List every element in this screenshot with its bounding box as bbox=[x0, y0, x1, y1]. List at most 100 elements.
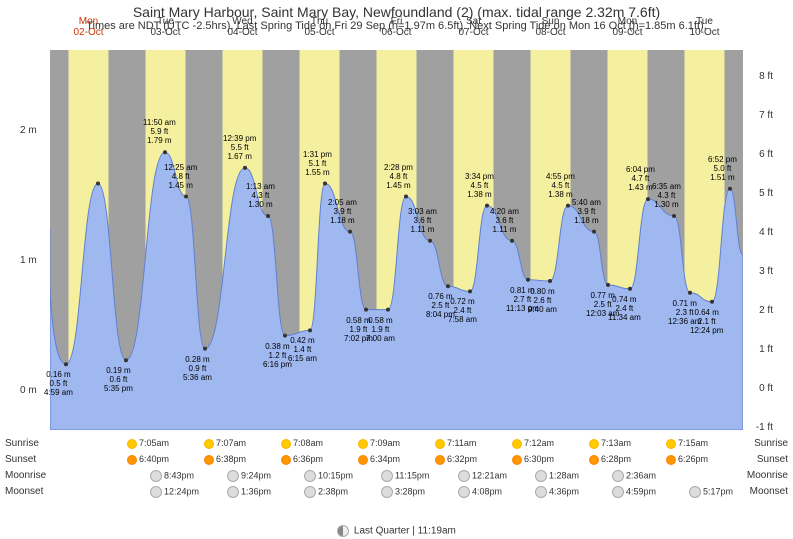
sunrise-time: 7:11am bbox=[435, 438, 476, 449]
sunset-time-icon bbox=[204, 455, 214, 465]
day-header: Wed04-Oct bbox=[204, 16, 281, 38]
sunset-time-icon bbox=[358, 455, 368, 465]
sunset-time: 6:34pm bbox=[358, 454, 400, 465]
y-axis-left-tick: 0 m bbox=[20, 385, 37, 396]
moonrise-icon bbox=[535, 470, 547, 482]
sunset-time: 6:32pm bbox=[435, 454, 477, 465]
tide-curve-svg bbox=[50, 50, 743, 430]
moonset-time: 4:36pm bbox=[535, 486, 579, 498]
sunrise-time-icon bbox=[204, 439, 214, 449]
tide-annotation: 2:05 am3.9 ft1.18 m bbox=[328, 198, 357, 225]
day-header: Thu05-Oct bbox=[281, 16, 358, 38]
tide-annotation: 1:31 pm5.1 ft1.55 m bbox=[303, 150, 332, 177]
sunrise-time-icon bbox=[435, 439, 445, 449]
sunrise-time: 7:12am bbox=[512, 438, 554, 449]
moonset-time: 4:59pm bbox=[612, 486, 656, 498]
moonset-icon bbox=[689, 486, 701, 498]
moonset-icon bbox=[227, 486, 239, 498]
y-axis-right-tick: -1 ft bbox=[756, 422, 773, 433]
day-header: Fri06-Oct bbox=[358, 16, 435, 38]
moonrise-time: 12:21am bbox=[458, 470, 507, 482]
moonrise-label-right: Moonrise bbox=[747, 470, 788, 481]
sunset-label-left: Sunset bbox=[5, 454, 36, 465]
sunrise-label-left: Sunrise bbox=[5, 438, 39, 449]
moonrise-icon bbox=[381, 470, 393, 482]
sunset-time: 6:30pm bbox=[512, 454, 554, 465]
moonrise-icon bbox=[458, 470, 470, 482]
moonset-label-right: Moonset bbox=[750, 486, 788, 497]
y-axis-right-tick: 3 ft bbox=[759, 266, 773, 277]
sunrise-time-icon bbox=[589, 439, 599, 449]
tide-annotation: 6:35 am4.3 ft1.30 m bbox=[652, 182, 681, 209]
moonset-icon bbox=[458, 486, 470, 498]
moonrise-icon bbox=[227, 470, 239, 482]
y-axis-right-tick: 8 ft bbox=[759, 71, 773, 82]
sunset-time: 6:38pm bbox=[204, 454, 246, 465]
tide-annotation: 0.42 m1.4 ft6:15 am bbox=[288, 336, 317, 363]
tide-annotation: 0.72 m2.4 ft7:58 am bbox=[448, 297, 477, 324]
tide-annotation: 6:04 pm4.7 ft1.43 m bbox=[626, 165, 655, 192]
y-axis-right-tick: 4 ft bbox=[759, 227, 773, 238]
moonset-time: 2:38pm bbox=[304, 486, 348, 498]
sunrise-time: 7:08am bbox=[281, 438, 323, 449]
day-header: Sun08-Oct bbox=[512, 16, 589, 38]
moonset-time: 1:36pm bbox=[227, 486, 271, 498]
day-header: Tue03-Oct bbox=[127, 16, 204, 38]
moonset-time: 4:08pm bbox=[458, 486, 502, 498]
sunset-time-icon bbox=[127, 455, 137, 465]
sunset-time: 6:36pm bbox=[281, 454, 323, 465]
sunset-time: 6:28pm bbox=[589, 454, 631, 465]
y-axis-right-tick: 6 ft bbox=[759, 149, 773, 160]
moonset-time: 5:17pm bbox=[689, 486, 733, 498]
moonrise-time: 2:36am bbox=[612, 470, 656, 482]
tide-annotation: 3:34 pm4.5 ft1.38 m bbox=[465, 172, 494, 199]
moonset-time: 3:28pm bbox=[381, 486, 425, 498]
tide-annotation: 4:55 pm4.5 ft1.38 m bbox=[546, 172, 575, 199]
y-axis-right-tick: 0 ft bbox=[759, 383, 773, 394]
tide-annotation: 6:52 pm5.0 ft1.51 m bbox=[708, 155, 737, 182]
sunset-time: 6:40pm bbox=[127, 454, 169, 465]
tide-annotation: 5:40 am3.9 ft1.18 m bbox=[572, 198, 601, 225]
sunrise-time: 7:05am bbox=[127, 438, 169, 449]
tide-annotation: 2:28 pm4.8 ft1.45 m bbox=[384, 163, 413, 190]
y-axis-right-tick: 2 ft bbox=[759, 305, 773, 316]
chart-area: Mon02-OctTue03-OctWed04-OctThu05-OctFri0… bbox=[50, 50, 743, 430]
sunrise-time: 7:09am bbox=[358, 438, 400, 449]
day-header: Tue10-Oct bbox=[666, 16, 743, 38]
moonset-icon bbox=[304, 486, 316, 498]
tide-annotation: 12:39 pm5.5 ft1.67 m bbox=[223, 134, 256, 161]
sunrise-time-icon bbox=[127, 439, 137, 449]
tide-annotation: 0.19 m0.6 ft5:35 pm bbox=[104, 366, 133, 393]
day-header: Mon02-Oct bbox=[50, 16, 127, 38]
tide-annotation: 0.64 m2.1 ft12:24 pm bbox=[690, 308, 723, 335]
y-axis-right-tick: 7 ft bbox=[759, 110, 773, 121]
y-axis-left-tick: 2 m bbox=[20, 125, 37, 136]
moonset-icon bbox=[381, 486, 393, 498]
moonset-icon bbox=[612, 486, 624, 498]
sunrise-time-icon bbox=[358, 439, 368, 449]
tide-annotation: 0.80 m2.6 ft9:40 am bbox=[528, 287, 557, 314]
last-quarter-label: Last Quarter | 11:19am bbox=[0, 525, 793, 537]
moon-phase-icon bbox=[337, 525, 349, 537]
sunrise-time: 7:13am bbox=[589, 438, 631, 449]
sunset-time-icon bbox=[435, 455, 445, 465]
tide-annotation: 0.58 m1.9 ft7:00 am bbox=[366, 316, 395, 343]
moonrise-time: 9:24pm bbox=[227, 470, 271, 482]
sunrise-time-icon bbox=[281, 439, 291, 449]
sunset-time-icon bbox=[589, 455, 599, 465]
moonrise-icon bbox=[150, 470, 162, 482]
moonrise-time: 8:43pm bbox=[150, 470, 194, 482]
sunset-time-icon bbox=[281, 455, 291, 465]
sunset-time-icon bbox=[512, 455, 522, 465]
tide-chart-container: Saint Mary Harbour, Saint Mary Bay, Newf… bbox=[0, 0, 793, 539]
sunrise-time-icon bbox=[666, 439, 676, 449]
sunset-time-icon bbox=[666, 455, 676, 465]
sunrise-time-icon bbox=[512, 439, 522, 449]
moonrise-label-left: Moonrise bbox=[5, 470, 46, 481]
moonset-time: 12:24pm bbox=[150, 486, 199, 498]
day-header: Sat07-Oct bbox=[435, 16, 512, 38]
sunset-label-right: Sunset bbox=[757, 454, 788, 465]
tide-annotation: 4:20 am3.6 ft1.11 m bbox=[490, 207, 519, 234]
last-quarter-text: Last Quarter | 11:19am bbox=[354, 526, 456, 537]
sunset-time: 6:26pm bbox=[666, 454, 708, 465]
